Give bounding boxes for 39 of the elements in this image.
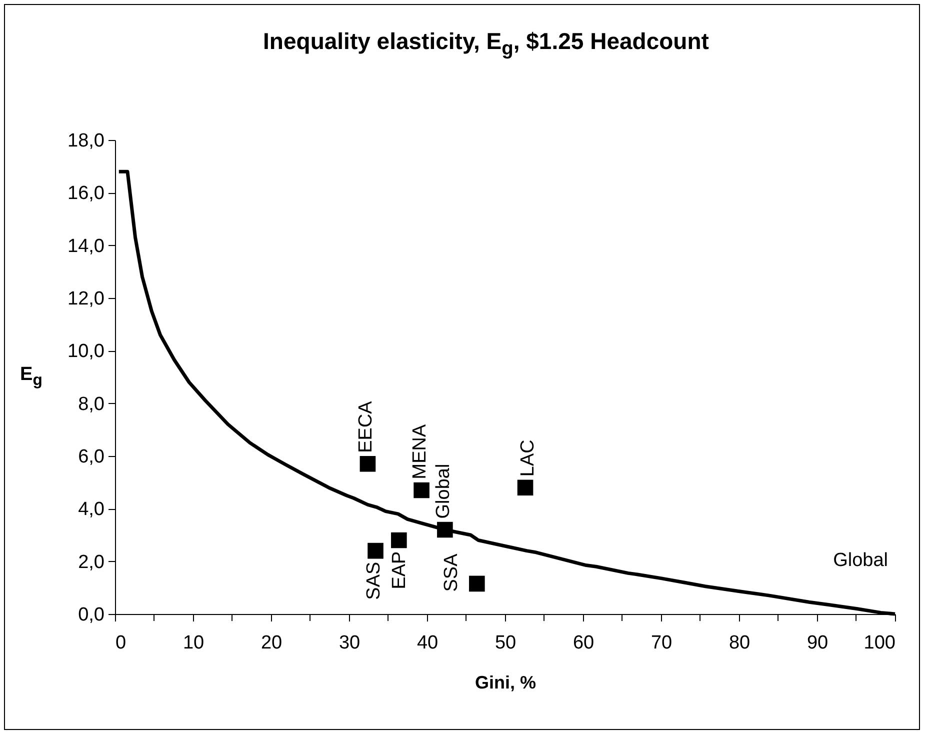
series-label: Global (833, 550, 888, 571)
y-tick-label: 16,0 (68, 183, 104, 204)
point (414, 482, 430, 498)
x-tick-label: 90 (806, 632, 828, 654)
annotation: EECA (356, 400, 377, 453)
annotation: SSA (440, 553, 462, 592)
y-tick-label: 18,0 (68, 130, 104, 152)
y-tick-label: 2,0 (78, 552, 104, 573)
x-tick-label: 30 (338, 632, 360, 654)
y-tick-label: 8,0 (78, 394, 104, 415)
x-tick-label: 50 (494, 632, 516, 654)
x-tick-label: 70 (650, 632, 672, 654)
x-tick-label: 40 (416, 632, 438, 654)
y-tick-label: 14,0 (68, 236, 104, 257)
x-tick-label: 0 (116, 632, 126, 654)
point (437, 522, 453, 538)
point (469, 576, 485, 592)
x-axis-title: Gini, % (474, 672, 536, 692)
point (360, 456, 376, 472)
x-tick-label: 20 (260, 632, 282, 654)
x-tick-label: 60 (572, 632, 594, 654)
annotation: Global (432, 464, 454, 519)
point (517, 480, 534, 496)
y-tick-label: 4,0 (78, 499, 104, 520)
y-tick-label: 12,0 (68, 288, 104, 310)
y-tick-label: 0,0 (78, 604, 104, 626)
y-tick-label: 10,0 (68, 341, 104, 362)
annotation: MENA (410, 424, 431, 480)
x-tick-label: 80 (728, 632, 750, 654)
x-tick-label: 10 (182, 632, 204, 654)
annotation: LAC (517, 440, 538, 477)
y-tick-label: 6,0 (78, 446, 104, 468)
point (368, 542, 384, 559)
y-axis-title: E$_{g}$ (20, 364, 42, 390)
annotation: EAP (388, 551, 410, 590)
point (391, 532, 407, 548)
annotation: SAS (364, 562, 385, 600)
x-tick-label: 100 (864, 632, 896, 654)
chart-title: Inequality elasticity, E$_{g}$, $1.25 Headcount (262, 28, 710, 61)
